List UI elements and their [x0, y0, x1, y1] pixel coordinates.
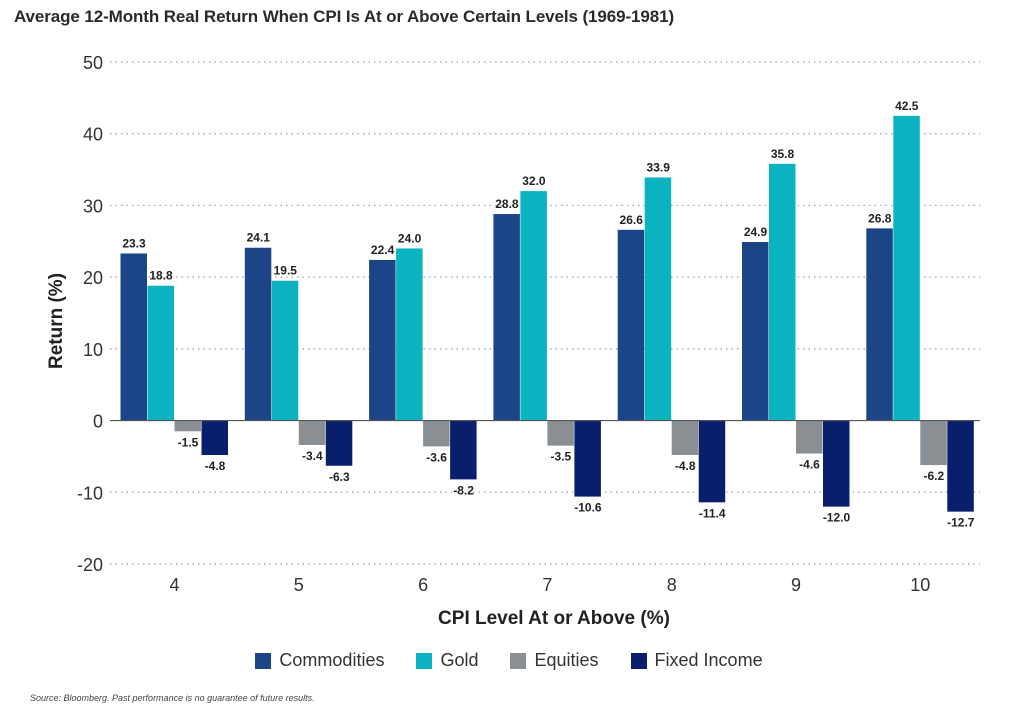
source-note: Source: Bloomberg. Past performance is n… [30, 693, 315, 703]
data-label: -11.4 [699, 506, 726, 520]
data-label: -3.4 [302, 449, 323, 463]
bar-gold [644, 177, 672, 421]
legend-label: Gold [440, 650, 479, 670]
bar-fixed-income [698, 420, 726, 503]
legend-item-commodities: Commodities [255, 650, 384, 671]
bar-fixed-income [947, 420, 974, 512]
bar-commodities [493, 214, 520, 421]
x-tick-label: 9 [791, 575, 801, 595]
bar-fixed-income [574, 420, 601, 497]
legend-swatch [416, 652, 433, 669]
legend-item-fixed-income: Fixed Income [630, 650, 763, 671]
data-label: -10.6 [574, 501, 602, 515]
data-label: -1.5 [178, 435, 199, 449]
bar-equities [174, 420, 201, 432]
x-tick-label: 8 [667, 575, 677, 595]
bar-equities [298, 420, 326, 445]
data-label: -3.5 [551, 450, 572, 464]
bar-gold [147, 285, 174, 421]
bar-fixed-income [325, 420, 353, 466]
data-label: -4.8 [675, 459, 696, 473]
bar-fixed-income [450, 420, 477, 480]
y-tick-label: -10 [77, 483, 103, 503]
data-label: 24.1 [247, 231, 271, 245]
y-tick-label: 50 [83, 53, 103, 73]
bar-chart: -20 -10 0 10 20 30 40 50 23.3 18.8 -1.5 -4.8 24.1 19… [46, 53, 980, 629]
data-label: 28.8 [495, 197, 519, 211]
bar-commodities [244, 247, 272, 421]
bar-commodities [120, 253, 147, 421]
x-tick-label: 7 [542, 575, 552, 595]
data-label: -6.2 [923, 469, 944, 483]
legend: Commodities Gold Equities Fixed Income [0, 650, 1018, 671]
data-label: 26.6 [620, 213, 644, 227]
bar-equities [423, 420, 450, 447]
data-label: 33.9 [647, 160, 671, 174]
data-label: 22.4 [371, 243, 395, 257]
data-labels: 23.3 18.8 -1.5 -4.8 24.1 19.5 -3.4 -6.3 22.424.0… [122, 99, 974, 530]
legend-swatch [630, 652, 647, 669]
data-label: -12.0 [823, 511, 851, 525]
data-label: 24.9 [744, 225, 768, 239]
x-tick-label: 6 [418, 575, 428, 595]
bar-gold [520, 191, 547, 421]
bar-gold [396, 248, 423, 421]
legend-label: Commodities [279, 650, 385, 670]
x-tick-label: 5 [294, 575, 304, 595]
data-label: 23.3 [122, 236, 146, 250]
bars [120, 115, 974, 512]
legend-label: Equities [534, 650, 599, 670]
chart-title: Average 12-Month Real Return When CPI Is… [14, 7, 675, 26]
y-axis-ticks: -20 -10 0 10 20 30 40 50 [77, 53, 103, 575]
y-tick-label: 30 [83, 196, 103, 216]
data-label: 42.5 [895, 99, 919, 113]
legend-swatch [255, 652, 272, 669]
y-tick-label: 0 [93, 412, 103, 432]
legend-item-gold: Gold [416, 650, 478, 671]
legend-swatch [510, 652, 527, 669]
legend-item-equities: Equities [510, 650, 599, 671]
bar-equities [547, 420, 574, 446]
bar-fixed-income [823, 420, 850, 507]
x-axis-ticks: 4 5 6 7 8 9 10 [169, 575, 930, 595]
data-label: -3.6 [426, 450, 447, 464]
data-label: -8.2 [453, 483, 474, 497]
legend-label: Fixed Income [654, 650, 763, 670]
bar-equities [796, 420, 823, 454]
data-label: -6.3 [329, 470, 350, 484]
bar-fixed-income [201, 420, 228, 455]
data-label: 35.8 [771, 147, 795, 161]
y-axis-label: Return (%) [46, 273, 67, 369]
y-tick-label: 10 [83, 340, 103, 360]
data-label: -4.6 [799, 458, 820, 472]
bar-gold [271, 280, 299, 421]
bar-equities [920, 420, 947, 466]
bar-commodities [369, 259, 396, 421]
bar-equities [671, 420, 699, 455]
bar-commodities [617, 229, 645, 421]
bar-commodities [742, 242, 769, 421]
data-label: 26.8 [868, 211, 892, 225]
y-tick-label: -20 [77, 555, 103, 575]
data-label: -4.8 [205, 459, 226, 473]
bar-commodities [866, 228, 893, 421]
x-tick-label: 4 [169, 575, 179, 595]
x-axis-label: CPI Level At or Above (%) [438, 608, 670, 629]
bar-gold [893, 115, 920, 421]
data-label: 18.8 [149, 269, 173, 283]
bar-gold [769, 163, 796, 421]
data-label: 19.5 [274, 264, 298, 278]
data-label: -12.7 [947, 516, 975, 530]
data-label: 32.0 [522, 174, 546, 188]
data-label: 24.0 [398, 231, 422, 245]
y-tick-label: 20 [83, 268, 103, 288]
x-tick-label: 10 [910, 575, 930, 595]
y-tick-label: 40 [83, 125, 103, 145]
